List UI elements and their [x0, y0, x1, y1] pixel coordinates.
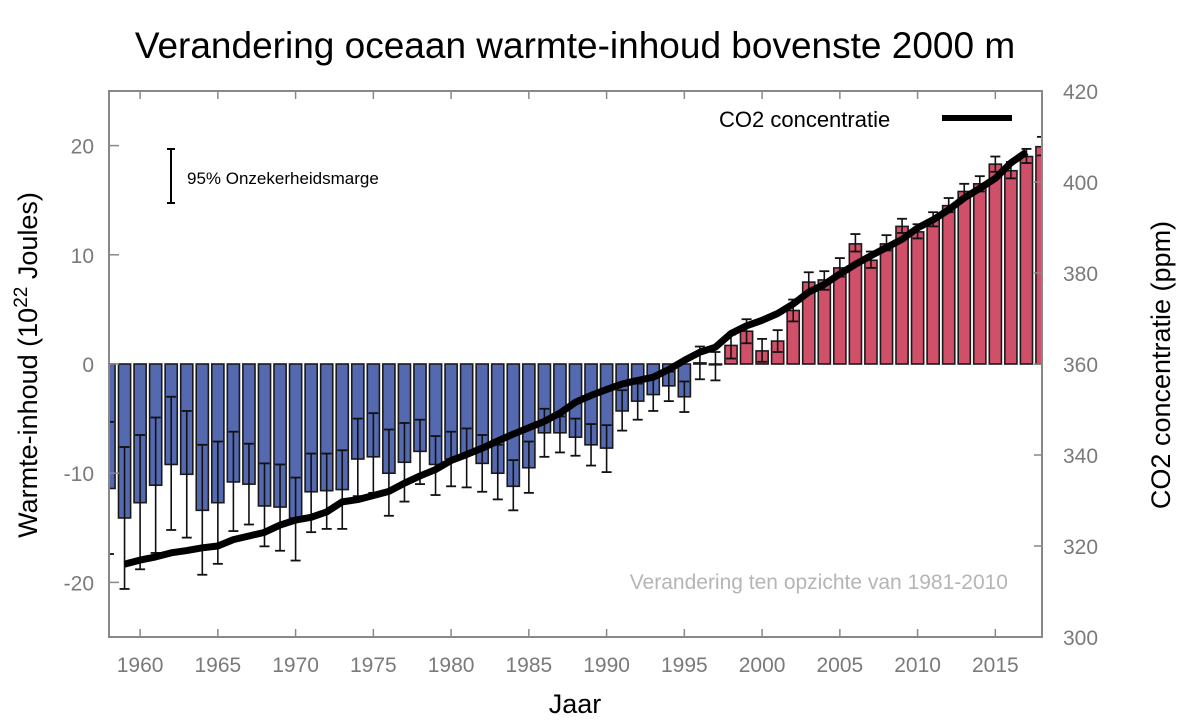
- bar-2016: [1004, 169, 1018, 365]
- error-bar-1966: [228, 430, 239, 532]
- error-bar-1977: [399, 422, 410, 503]
- legend: CO2 concentratie: [719, 107, 1012, 132]
- x-tick-label: 1960: [117, 654, 164, 677]
- x-tick-label: 1975: [350, 654, 397, 677]
- y-tick-labels: -20 -10 0 10 20: [64, 136, 94, 596]
- error-bar-1989: [586, 423, 597, 467]
- x-tick-label: 2015: [972, 654, 1019, 677]
- bar-2014: [972, 183, 987, 365]
- uncertainty-legend: 95% Onzekerheidsmarge: [167, 148, 379, 204]
- error-bar-1973: [337, 449, 348, 530]
- y2-axis-label: CO2 concentratie (ppm): [1146, 221, 1176, 509]
- bar-2017: [1019, 155, 1034, 365]
- error-bar-1958: [109, 420, 114, 555]
- ticks-layer: [109, 90, 1042, 638]
- bar-2009: [895, 225, 909, 365]
- y-tick-label: -10: [64, 463, 94, 486]
- bar-2012: [941, 204, 956, 365]
- bar-2011: [926, 219, 941, 365]
- error-bar-1986: [539, 407, 550, 458]
- x-tick-label: 2005: [816, 654, 863, 677]
- error-bar-1988: [570, 417, 581, 457]
- error-bar-1967: [243, 442, 254, 526]
- y2-tick-label: 300: [1063, 627, 1098, 650]
- error-bar-1959: [119, 446, 130, 590]
- uncertainty-legend-label: 95% Onzekerheidsmarge: [187, 169, 379, 188]
- x-tick-label: 1985: [505, 654, 552, 677]
- y2-tick-label: 400: [1063, 172, 1098, 195]
- error-bar-2018: [1037, 135, 1042, 157]
- x-tick-label: 2000: [739, 654, 786, 677]
- error-bar-2000: [757, 337, 768, 363]
- error-bar-1964: [197, 443, 208, 576]
- y2-tick-label: 420: [1063, 81, 1098, 104]
- co2-line-layer: [123, 149, 1029, 568]
- error-bar-1963: [181, 410, 192, 539]
- y-tick-label: 10: [71, 245, 94, 268]
- x-axis-label: Jaar: [549, 689, 602, 719]
- error-bar-2006: [850, 233, 861, 253]
- x-tick-label: 1995: [661, 654, 708, 677]
- y2-tick-label: 380: [1063, 263, 1098, 286]
- error-bar-1991: [617, 389, 628, 432]
- bar-2018: [1035, 145, 1042, 365]
- baseline-annotation: Verandering ten opzichte van 1981-2010: [630, 571, 1008, 594]
- x-tick-label: 2010: [894, 654, 941, 677]
- bar-2013: [957, 190, 972, 365]
- y-tick-label: -20: [64, 572, 94, 595]
- uncertainty-legend-icon: [167, 148, 175, 204]
- error-bar-1990: [601, 424, 612, 474]
- legend-label-co2: CO2 concentratie: [719, 107, 890, 132]
- x-tick-label: 1965: [194, 654, 241, 677]
- error-bar-2001: [772, 329, 783, 353]
- error-bar-1985: [523, 440, 534, 494]
- y2-tick-labels: 300 320 340 360 380 400 420: [1063, 81, 1098, 650]
- y2-tick-label: 320: [1063, 536, 1098, 559]
- error-bar-1984: [508, 459, 519, 512]
- bars-layer: [109, 145, 1042, 519]
- bar-2007: [864, 259, 878, 365]
- bar-2008: [879, 243, 894, 365]
- error-bars-layer: [109, 135, 1042, 590]
- y-axis-label-main: Warmte-inhoud (10: [13, 308, 43, 538]
- y-axis-label-exponent: 22: [11, 287, 32, 308]
- error-bar-1995: [679, 380, 690, 413]
- error-bar-1997: [710, 351, 721, 382]
- chart-title: Verandering oceaan warmte-inhoud bovenst…: [135, 25, 1015, 66]
- bar-2015: [988, 163, 1003, 365]
- y-axis-label: Warmte-inhoud (1022 Joules): [11, 192, 43, 538]
- y2-tick-label: 340: [1063, 445, 1098, 468]
- bar-2010: [910, 231, 925, 365]
- y-axis-label-suffix: Joules): [13, 192, 43, 287]
- y-tick-label: 0: [82, 354, 94, 377]
- x-tick-labels: 1960 1965 1970 1975 1980 1985 1990 1995 2000 2005…: [117, 654, 1019, 677]
- x-tick-label: 1970: [272, 654, 319, 677]
- bar-2005: [832, 267, 847, 365]
- y-tick-label: 20: [71, 136, 94, 159]
- x-tick-label: 1990: [583, 654, 630, 677]
- error-bar-1960: [135, 434, 146, 571]
- bar-2004: [817, 279, 832, 365]
- error-bar-1962: [166, 395, 177, 531]
- co2-line: [123, 149, 1029, 568]
- error-bar-1976: [383, 428, 394, 517]
- error-bar-1969: [275, 463, 286, 552]
- y2-tick-label: 360: [1063, 354, 1098, 377]
- error-bar-1972: [321, 452, 332, 530]
- x-tick-label: 1980: [428, 654, 475, 677]
